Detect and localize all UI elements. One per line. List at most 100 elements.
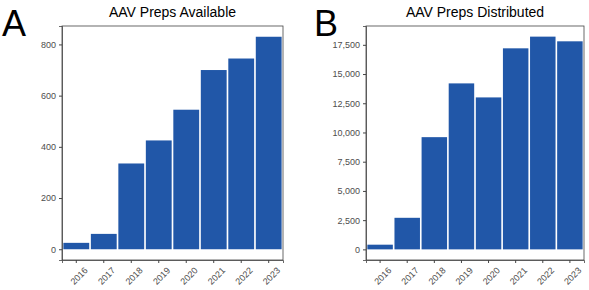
bar	[146, 140, 172, 249]
x-tick: 2023	[562, 260, 583, 287]
bar	[173, 110, 199, 250]
y-tick-mark	[363, 45, 366, 46]
x-tick-label: 2017	[96, 265, 117, 286]
bar	[201, 70, 227, 249]
x-tick-mark	[407, 260, 408, 263]
x-tick-mark	[542, 260, 543, 263]
x-tick: 2017	[399, 260, 420, 287]
y-tick-mark	[59, 96, 62, 97]
x-tick-mark	[434, 260, 435, 263]
x-tick: 2016	[372, 260, 393, 287]
x-tick-label: 2021	[206, 265, 227, 286]
x-tick-label: 2022	[535, 265, 556, 286]
x-tick: 2019	[151, 260, 172, 287]
x-tick: 2017	[96, 260, 117, 287]
x-tick-label: 2017	[399, 265, 420, 286]
y-tick-mark	[59, 198, 62, 199]
bar	[476, 97, 501, 249]
y-tick-mark	[59, 147, 62, 148]
y-tick: 0	[51, 245, 62, 255]
y-tick-mark	[59, 249, 62, 250]
x-tick-label: 2022	[233, 265, 254, 286]
y-tick-mark	[363, 220, 366, 221]
y-tick-label: 600	[41, 91, 56, 101]
bar	[367, 245, 392, 250]
x-tick: 2020	[481, 260, 502, 287]
bar	[63, 243, 89, 249]
x-tick-label: 2023	[562, 265, 583, 286]
x-tick-mark	[461, 260, 462, 263]
x-tick-label: 2019	[151, 265, 172, 286]
title: AAV Preps Distributed	[406, 4, 544, 20]
x-tick-label: 2016	[69, 265, 90, 286]
x-tick-label: 2016	[372, 265, 393, 286]
x-tick: 2023	[261, 260, 282, 287]
bar	[530, 37, 555, 250]
y-tick-mark	[363, 132, 366, 133]
bar	[503, 48, 528, 249]
y-axis: 0 200 400 600 800	[41, 27, 63, 261]
y-tick-mark	[363, 249, 366, 250]
panel: AAAV Preps Available02004006008002016201…	[2, 3, 284, 287]
bar	[394, 218, 419, 250]
x-tick: 2019	[454, 260, 475, 287]
figure: AAAV Preps Available02004006008002016201…	[0, 0, 589, 290]
y-tick-label: 0	[51, 245, 56, 255]
x-tick-mark	[268, 260, 269, 263]
y-tick: 12,500	[332, 99, 366, 109]
x-tick: 2016	[69, 260, 90, 287]
bar	[118, 163, 144, 249]
panel: B AAV Preps Distributed 0 2,500 5,000 7,500 10…	[314, 3, 585, 287]
y-tick: 17,500	[332, 40, 366, 50]
y-tick: 200	[41, 193, 62, 203]
y-tick: 15,000	[332, 69, 366, 79]
y-tick-label: 400	[41, 142, 56, 152]
y-tick: 2,500	[337, 216, 366, 226]
y-axis: 0 2,500 5,000 7,500 10,000 12,500 15,000 17,500	[332, 27, 366, 261]
x-tick-mark	[131, 260, 132, 263]
y-tick-mark	[363, 103, 366, 104]
y-tick-label: 5,000	[337, 186, 360, 196]
y-tick-label: 15,000	[332, 69, 360, 79]
panel-letter: B	[314, 3, 338, 44]
y-tick-mark	[363, 191, 366, 192]
bar	[557, 41, 582, 249]
x-axis-line	[63, 261, 284, 264]
x-tick-mark	[186, 260, 187, 263]
y-tick-label: 17,500	[332, 40, 360, 50]
y-tick-label: 800	[41, 40, 56, 50]
y-tick-label: 2,500	[337, 216, 360, 226]
bars	[63, 37, 281, 249]
x-tick-mark	[380, 260, 381, 263]
x-tick-mark	[213, 260, 214, 263]
plot-frame	[366, 26, 584, 260]
x-tick-label: 2019	[454, 265, 475, 286]
y-tick: 800	[41, 40, 62, 50]
x-tick-mark	[569, 260, 570, 263]
title: AAV Preps Available	[109, 4, 236, 20]
y-tick: 7,500	[337, 157, 366, 167]
y-tick: 10,000	[332, 128, 366, 138]
y-tick: 0	[355, 245, 366, 255]
plot-frame	[62, 26, 283, 260]
x-axis-line	[367, 261, 585, 264]
x-tick-label: 2020	[481, 265, 502, 286]
y-axis-line	[363, 27, 367, 261]
y-tick-mark	[59, 44, 62, 45]
x-tick-mark	[488, 260, 489, 263]
x-tick-mark	[515, 260, 516, 263]
x-tick-label: 2018	[427, 265, 448, 286]
x-tick: 2022	[233, 260, 254, 287]
bar	[449, 83, 474, 249]
y-tick-label: 10,000	[332, 128, 360, 138]
x-tick-mark	[158, 260, 159, 263]
x-tick-label: 2021	[508, 265, 529, 286]
y-tick-mark	[363, 74, 366, 75]
bar	[256, 37, 282, 249]
x-tick-mark	[76, 260, 77, 263]
x-tick: 2018	[427, 260, 448, 287]
x-tick-mark	[241, 260, 242, 263]
y-tick-label: 0	[355, 245, 360, 255]
y-tick-label: 12,500	[332, 99, 360, 109]
x-axis: 20162017201820192020202120222023	[63, 260, 284, 287]
